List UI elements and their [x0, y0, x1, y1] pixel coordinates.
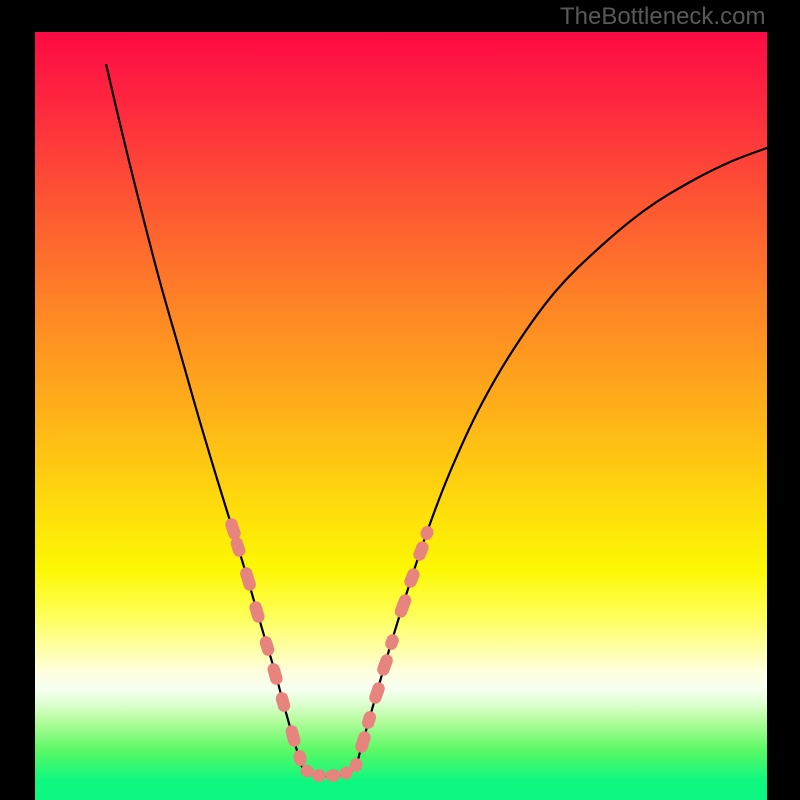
watermark-text: TheBottleneck.com: [560, 3, 765, 31]
plot-background: [35, 32, 767, 800]
chart-svg: [0, 0, 800, 800]
chart-container: TheBottleneck.com: [0, 0, 800, 800]
